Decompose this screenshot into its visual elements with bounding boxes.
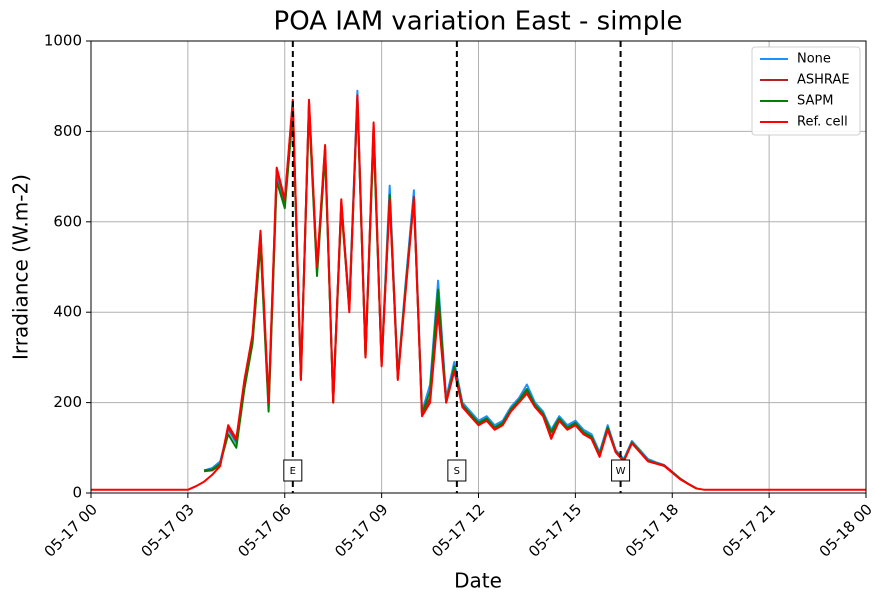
plot-frame: [90, 40, 867, 494]
y-tick-label: 800: [53, 122, 82, 140]
marker-label: S: [454, 466, 460, 477]
y-axis-label: Irradiance (W.m-2): [9, 174, 33, 360]
y-tick-label: 200: [53, 393, 82, 411]
x-tick-label: 05-17 21: [719, 500, 779, 560]
legend-label: Ref. cell: [797, 115, 848, 130]
marker-box: [447, 459, 467, 482]
legend-box: [751, 46, 861, 136]
x-tick-label: 05-17 15: [525, 500, 585, 560]
x-tick-label: 05-18 00: [816, 500, 875, 560]
marker-box: [611, 459, 631, 482]
y-tick-label: 600: [53, 212, 82, 230]
series-line: [203, 89, 697, 490]
legend-label: ASHRAE: [797, 73, 850, 88]
y-tick-label: 400: [53, 303, 82, 321]
y-tick-label: 0: [72, 484, 82, 502]
legend-label: SAPM: [797, 94, 833, 109]
legend-label: None: [797, 52, 831, 67]
x-tick-label: 05-17 06: [234, 500, 294, 560]
marker-label: E: [290, 466, 296, 477]
x-tick-label: 05-17 03: [137, 500, 197, 560]
x-axis-label: Date: [454, 569, 502, 593]
y-tick-label: 1000: [44, 32, 82, 50]
x-tick-label: 05-17 00: [41, 500, 101, 560]
x-tick-label: 05-17 18: [622, 500, 682, 560]
marker-label: W: [616, 466, 626, 477]
x-tick-label: 05-17 12: [428, 500, 488, 560]
chart-title: POA IAM variation East - simple: [274, 7, 683, 37]
series-line: [91, 94, 866, 491]
series-line: [203, 96, 697, 490]
x-tick-label: 05-17 09: [331, 500, 391, 560]
marker-box: [283, 459, 303, 482]
series-line: [203, 98, 697, 490]
